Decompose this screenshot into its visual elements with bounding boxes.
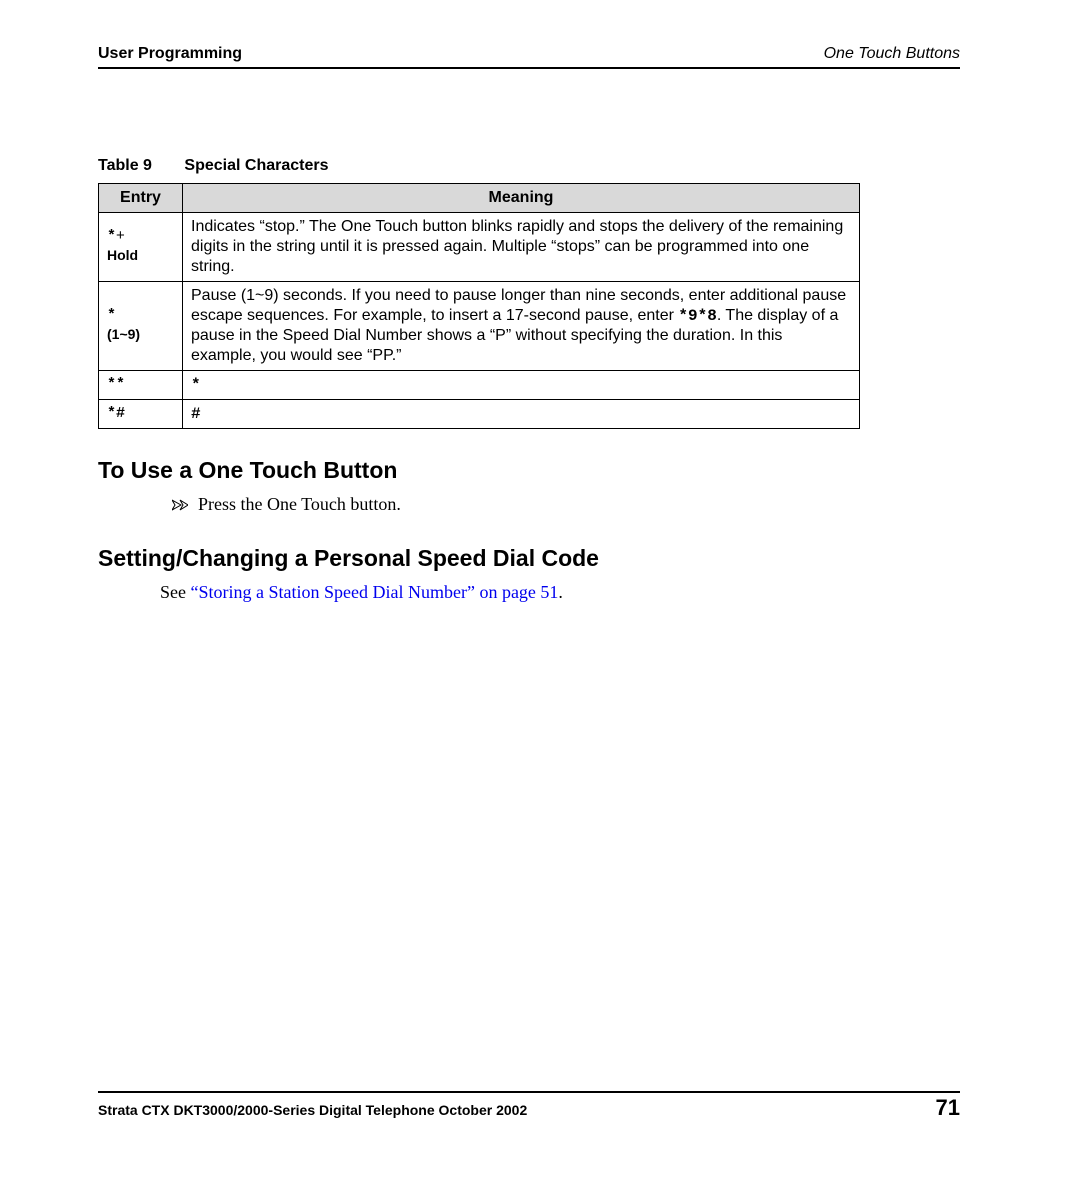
- see-pre: See: [160, 582, 191, 602]
- table-caption: Table 9 Special Characters: [98, 157, 960, 175]
- header-left: User Programming: [98, 45, 242, 63]
- page-container: User Programming One Touch Buttons Table…: [98, 45, 960, 1135]
- table-row: * (1~9) Pause (1~9) seconds. If you need…: [99, 282, 860, 371]
- cell-entry: *+ Hold: [99, 213, 183, 282]
- table-row: *# #: [99, 400, 860, 429]
- meaning-code-only: #: [191, 405, 201, 423]
- section-heading-use-one-touch: To Use a One Touch Button: [98, 457, 960, 484]
- step-line: Press the One Touch button.: [172, 494, 960, 515]
- see-line: See “Storing a Station Speed Dial Number…: [160, 582, 960, 603]
- cell-entry: *#: [99, 400, 183, 429]
- entry-plus: +: [116, 227, 125, 244]
- header-right: One Touch Buttons: [824, 45, 960, 63]
- page-number: 71: [936, 1095, 960, 1121]
- table-row: ** *: [99, 371, 860, 400]
- page-footer: Strata CTX DKT3000/2000-Series Digital T…: [98, 1095, 960, 1121]
- entry-hold-label: Hold: [107, 247, 138, 263]
- special-characters-table: Entry Meaning *+ Hold Indicates “stop.” …: [98, 183, 860, 429]
- entry-star: *: [107, 307, 116, 324]
- table-caption-title: Special Characters: [184, 157, 328, 174]
- page-header: User Programming One Touch Buttons: [98, 45, 960, 69]
- table-header-row: Entry Meaning: [99, 184, 860, 213]
- cell-entry: * (1~9): [99, 282, 183, 371]
- cell-meaning: Pause (1~9) seconds. If you need to paus…: [183, 282, 860, 371]
- col-header-entry: Entry: [99, 184, 183, 213]
- step-text: Press the One Touch button.: [198, 494, 401, 515]
- table-row: *+ Hold Indicates “stop.” The One Touch …: [99, 213, 860, 282]
- footer-rule: [98, 1091, 960, 1093]
- table-caption-label: Table 9: [98, 157, 152, 174]
- see-link[interactable]: “Storing a Station Speed Dial Number” on…: [191, 582, 559, 602]
- see-post: .: [558, 582, 563, 602]
- meaning-code-only: *: [191, 376, 201, 394]
- cell-meaning: Indicates “stop.” The One Touch button b…: [183, 213, 860, 282]
- entry-range: (1~9): [107, 326, 140, 342]
- cell-meaning: #: [183, 400, 860, 429]
- entry-star: *: [107, 228, 116, 245]
- meaning-code: *9*8: [678, 307, 716, 325]
- arrow-right-icon: [172, 499, 188, 511]
- section-heading-speed-dial: Setting/Changing a Personal Speed Dial C…: [98, 545, 960, 572]
- footer-doc-title: Strata CTX DKT3000/2000-Series Digital T…: [98, 1102, 527, 1118]
- cell-meaning: *: [183, 371, 860, 400]
- col-header-meaning: Meaning: [183, 184, 860, 213]
- cell-entry: **: [99, 371, 183, 400]
